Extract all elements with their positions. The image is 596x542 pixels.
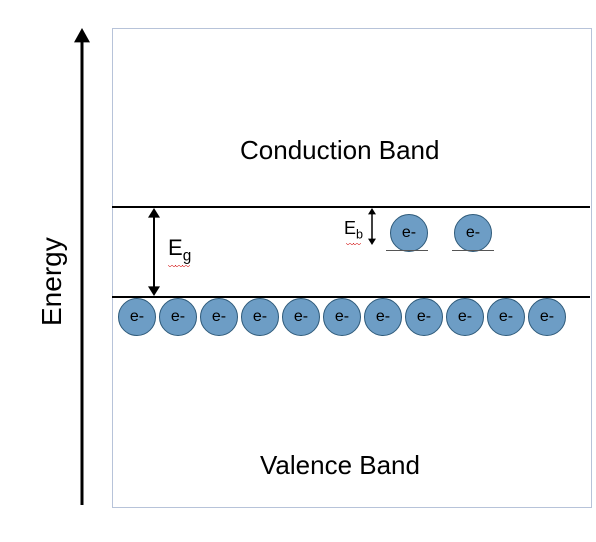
energy-axis-label: Energy — [36, 226, 68, 326]
valence-band-line — [112, 296, 590, 298]
donor-level-tick — [386, 250, 428, 251]
valence-electron: e- — [405, 298, 443, 336]
donor-level-tick — [452, 250, 494, 251]
eg-squiggle: 〰〰〰 — [168, 261, 192, 272]
valence-electron: e- — [528, 298, 566, 336]
valence-electron: e- — [159, 298, 197, 336]
donor-electron: e- — [454, 214, 492, 252]
valence-electron: e- — [487, 298, 525, 336]
valence-electron: e- — [200, 298, 238, 336]
valence-electron: e- — [118, 298, 156, 336]
valence-electron: e- — [241, 298, 279, 336]
conduction-band-label: Conduction Band — [240, 135, 439, 166]
eb-squiggle: 〰〰 — [346, 239, 364, 250]
valence-electron: e- — [364, 298, 402, 336]
valence-electron: e- — [282, 298, 320, 336]
conduction-band-line — [112, 206, 590, 208]
valence-electron: e- — [323, 298, 361, 336]
valence-electron: e- — [446, 298, 484, 336]
valence-band-label: Valence Band — [260, 450, 420, 481]
donor-electron: e- — [390, 214, 428, 252]
